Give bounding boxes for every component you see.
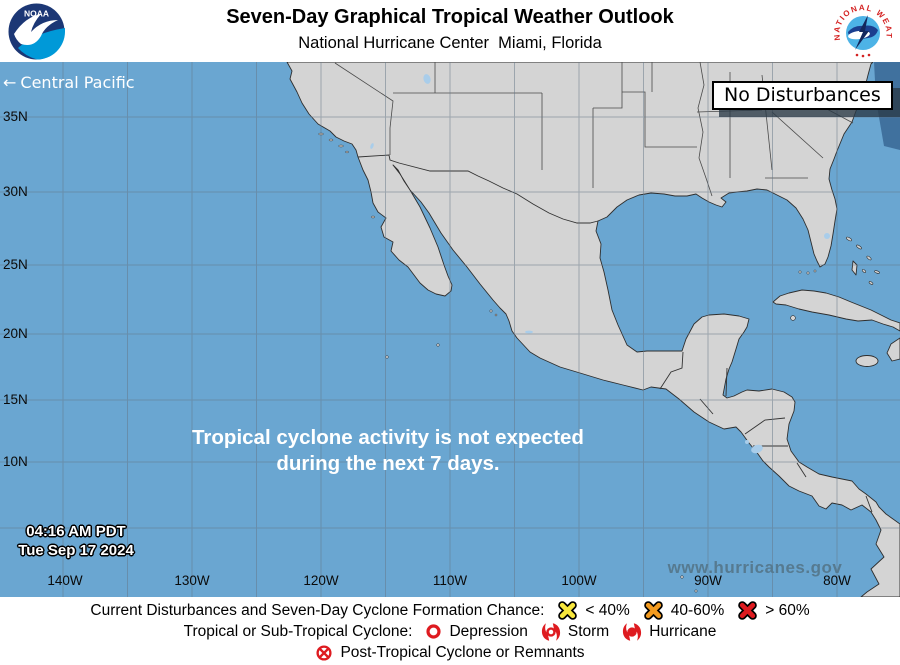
legend-chance-medium: 40-60% [670,601,725,619]
legend-row1-label: Current Disturbances and Seven-Day Cyclo… [90,601,545,619]
header: NOAA Seven-Day Graphical Tropical Weathe… [0,0,900,62]
central-pacific-link[interactable]: ← Central Pacific [3,73,135,92]
issuance-date: Tue Sep 17 2024 [18,542,134,559]
lat-label: 10N [3,454,28,469]
lon-labels: 140W 130W 120W 110W 100W 90W 80W [47,573,851,588]
islands-channel [318,132,376,219]
basemap-svg: 35N 30N 25N 20N 15N 10N 140W 130W 120W 1… [0,62,900,597]
issuance-timestamp: 04:16 AM PDT Tue Sep 17 2024 [6,522,146,560]
post-tropical-circle-x-icon [315,644,333,662]
legend-hurricane-label: Hurricane [649,622,717,640]
depression-circle-icon [425,623,442,640]
lat-label: 20N [3,326,28,341]
legend-storm-label: Storm [567,622,610,640]
x-mark-yellow-icon [557,600,578,621]
hurricanes-gov-watermark: www.hurricanes.gov [667,558,843,577]
lat-label: 15N [3,392,28,407]
storm-symbol-icon [541,622,561,642]
lakes [370,74,830,454]
lat-label: 25N [3,257,28,272]
lon-label: 120W [303,573,339,588]
islands-florida-keys [798,269,817,275]
lat-label: 35N [3,109,28,124]
lon-label: 110W [433,573,468,588]
noaa-logo-icon: NOAA [8,3,65,60]
lon-label: 140W [47,573,83,588]
page-title: Seven-Day Graphical Tropical Weather Out… [226,6,674,28]
noaa-logo-text: NOAA [24,9,49,19]
outlook-message-line1: Tropical cyclone activity is not expecte… [192,426,584,449]
page-subtitle: National Hurricane Center Miami, Florida [298,34,602,52]
lat-label: 30N [3,184,28,199]
legend-row-cyclone-types: Tropical or Sub-Tropical Cyclone: Depres… [183,621,717,642]
outlook-map: 35N 30N 25N 20N 15N 10N 140W 130W 120W 1… [0,62,900,597]
legend-row-post-tropical: Post-Tropical Cyclone or Remnants [315,642,585,663]
lat-labels: 35N 30N 25N 20N 15N 10N [3,109,28,469]
status-badge: No Disturbances [712,81,893,110]
lon-label: 130W [174,573,210,588]
hurricane-symbol-icon [622,622,642,642]
outlook-message-line2: during the next 7 days. [276,452,500,475]
x-mark-orange-icon [643,600,664,621]
legend-chance-low: < 40% [585,601,630,619]
legend-post-tropical-label: Post-Tropical Cyclone or Remnants [340,643,585,661]
lon-label: 100W [561,573,597,588]
graticule [0,62,900,597]
lon-label: 80W [823,573,851,588]
x-mark-red-icon [737,600,758,621]
legend-chance-high: > 60% [765,601,810,619]
legend-row2-label: Tropical or Sub-Tropical Cyclone: [183,622,413,640]
issuance-time: 04:16 AM PDT [26,523,126,540]
left-arrow-icon: ← [3,73,17,92]
outlook-message: Tropical cyclone activity is not expecte… [38,425,738,477]
legend-row-formation-chance: Current Disturbances and Seven-Day Cyclo… [90,600,810,621]
island-isle-of-youth [790,315,796,321]
legend: Current Disturbances and Seven-Day Cyclo… [0,597,900,665]
island-jamaica [855,355,879,367]
legend-depression-label: Depression [449,622,528,640]
island-hispaniola-edge [886,337,900,362]
nws-logo-icon: NATIONAL WEATHER SERVICE [834,2,892,58]
islands-pacific [385,309,698,593]
islands-bahamas [846,236,880,285]
lon-label: 90W [694,573,722,588]
country-borders [357,154,873,513]
central-pacific-label: Central Pacific [20,73,135,92]
